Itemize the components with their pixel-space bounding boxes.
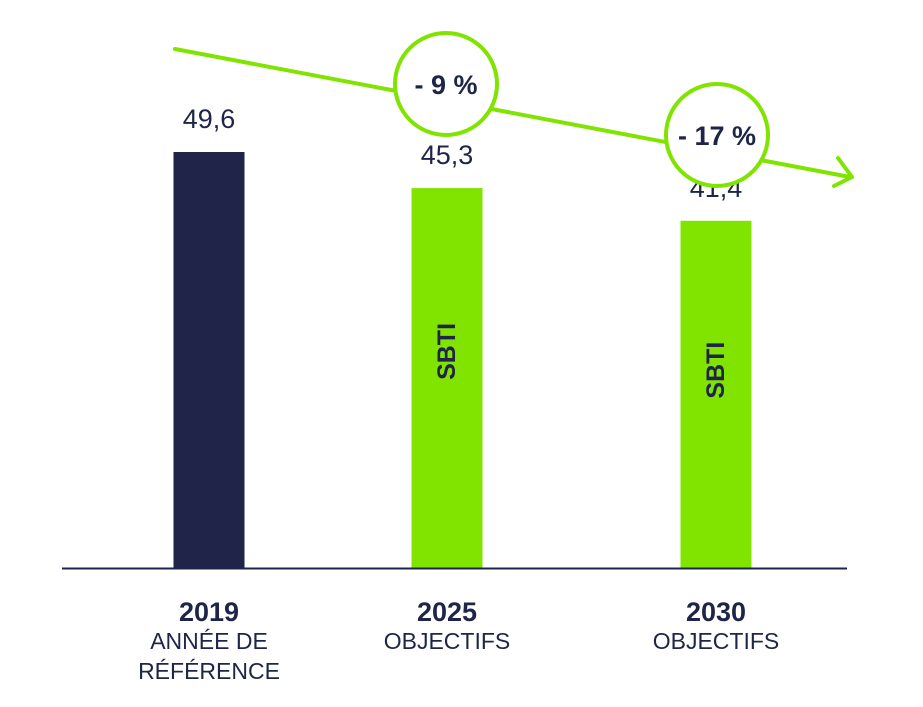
- trend-group: - 9 % - 17 %: [173, 31, 854, 188]
- bar-inner-label-2030: SBTI: [702, 342, 730, 399]
- bar-2025: [411, 188, 483, 568]
- reduction-label-2030: - 17 %: [678, 121, 756, 151]
- bar-2019: [173, 152, 245, 568]
- category-label-2025: 2025: [417, 597, 477, 627]
- category-sublabel-2025: OBJECTIFS: [384, 628, 511, 654]
- value-label-2025: 45,3: [421, 140, 474, 170]
- value-label-2019: 49,6: [183, 104, 236, 134]
- reduction-label-2025: - 9 %: [414, 70, 477, 100]
- bar-inner-label-2025: SBTI: [433, 323, 461, 380]
- bars-group: [173, 152, 752, 568]
- category-sublabel-2030: OBJECTIFS: [653, 628, 780, 654]
- trend-arrowhead: [832, 156, 854, 188]
- reduction-circle-2030: [664, 82, 770, 188]
- bar-2030: [680, 220, 752, 568]
- category-sublabel-2019: ANNÉE DE: [150, 628, 268, 654]
- category-label-2030: 2030: [686, 597, 746, 627]
- category-label-2019: 2019: [179, 597, 239, 627]
- reduction-circle-2025: [393, 31, 499, 137]
- category-sublabel-2019: RÉFÉRENCE: [138, 658, 280, 684]
